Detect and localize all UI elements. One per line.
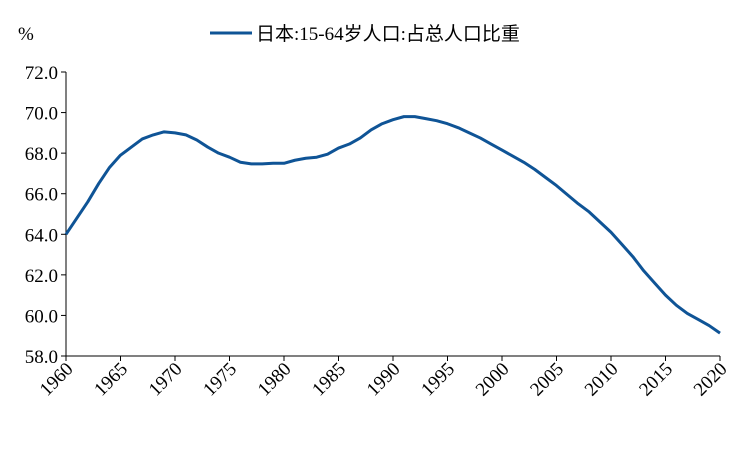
legend-label: 日本:15-64岁人口:占总人口比重 [256, 23, 520, 45]
y-tick-label: 72.0 [25, 63, 58, 84]
y-unit-label: % [18, 24, 34, 45]
x-tick-label: 1985 [308, 359, 350, 401]
x-tick-label: 2010 [581, 359, 623, 401]
y-tick-label: 60.0 [25, 306, 58, 327]
data-line [64, 115, 721, 335]
y-tick-label: 66.0 [25, 185, 58, 206]
y-tick-label: 70.0 [25, 104, 58, 125]
y-tick-label: 62.0 [25, 266, 58, 287]
x-tick-label: 2020 [690, 359, 732, 401]
x-tick-label: 1995 [417, 359, 459, 401]
x-tick-label: 2015 [635, 359, 677, 401]
x-tick-label: 1980 [254, 359, 296, 401]
x-tick-label: 1970 [145, 359, 187, 401]
x-tick-label: 2005 [526, 359, 568, 401]
x-tick-label: 1990 [363, 359, 405, 401]
x-tick-label: 1965 [90, 359, 132, 401]
y-tick-label: 58.0 [25, 347, 58, 368]
y-tick-label: 68.0 [25, 144, 58, 165]
y-tick-label: 64.0 [25, 225, 58, 246]
x-tick-label: 1975 [199, 359, 241, 401]
x-tick-label: 2000 [472, 359, 514, 401]
